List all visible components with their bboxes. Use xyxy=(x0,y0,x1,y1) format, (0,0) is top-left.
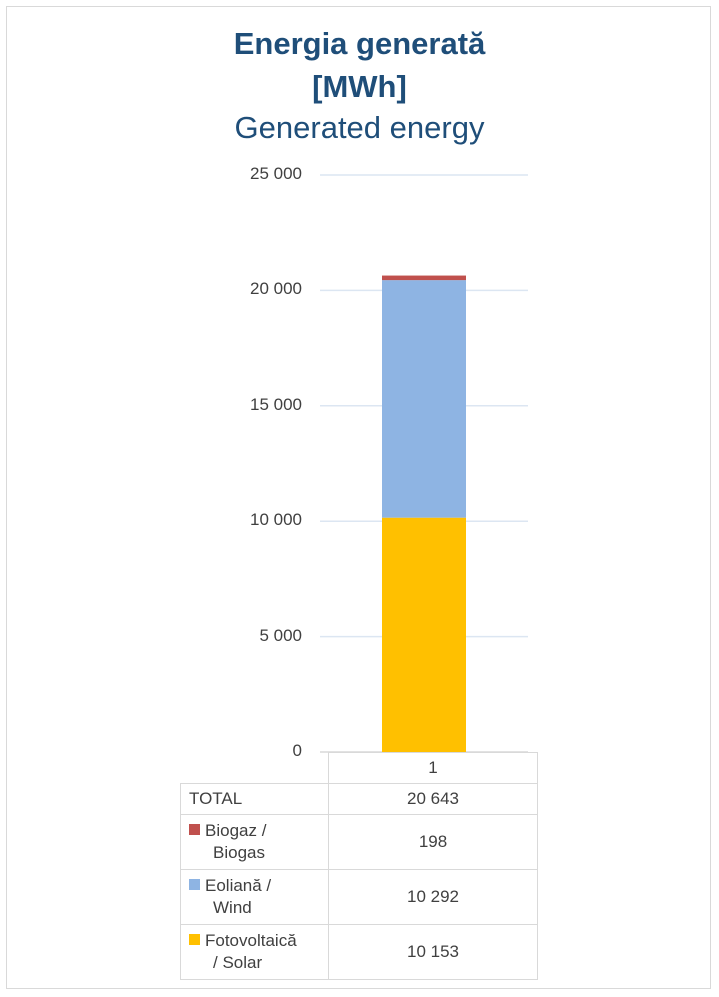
y-tick-label: 0 xyxy=(292,741,302,760)
y-tick-label: 25 000 xyxy=(250,164,302,183)
legend-label-line2: Wind xyxy=(213,898,252,917)
table-value-solar: 10 153 xyxy=(328,924,538,980)
legend-label-line1: Biogaz / xyxy=(205,821,267,840)
legend-swatch-biogas xyxy=(189,824,200,835)
y-tick-label: 5 000 xyxy=(259,625,302,645)
legend-entry-solar: Fotovoltaică / Solar xyxy=(180,924,329,980)
table-row: Eoliană / Wind 10 292 xyxy=(180,869,538,925)
legend-label-line2: Biogas xyxy=(213,843,265,862)
table-corner xyxy=(181,753,329,784)
bar-segment-wind xyxy=(382,280,466,518)
legend-label-line2: / Solar xyxy=(213,953,263,972)
y-tick-label: 15 000 xyxy=(250,394,302,414)
chart-title: Energia generată xyxy=(233,26,486,61)
legend-entry-biogas: Biogaz / Biogas xyxy=(180,814,329,870)
table-header-category: 1 xyxy=(328,752,538,784)
table-row: Biogaz / Biogas 198 xyxy=(180,814,538,870)
legend-label-line1: Eoliană / xyxy=(205,876,272,895)
y-tick-label: 10 000 xyxy=(250,510,302,530)
y-tick-label: 20 000 xyxy=(250,279,302,299)
bar-segment-biogas xyxy=(382,275,466,281)
legend-swatch-wind xyxy=(189,879,200,890)
legend-entry-wind: Eoliană / Wind xyxy=(180,869,329,925)
table-value-wind: 10 292 xyxy=(328,869,538,925)
table-row: Fotovoltaică / Solar 10 153 xyxy=(180,924,538,980)
table-row-total: TOTAL 20 643 xyxy=(180,783,538,815)
data-table: 1 TOTAL 20 643 Biogaz / Biogas 198 Eolia… xyxy=(180,752,538,980)
chart-title-unit: [MWh] xyxy=(312,69,407,104)
table-value-biogas: 198 xyxy=(328,814,538,870)
chart-subtitle: Generated energy xyxy=(234,110,485,145)
table-total-value: 20 643 xyxy=(328,783,538,815)
table-total-label: TOTAL xyxy=(180,783,329,815)
legend-swatch-solar xyxy=(189,934,200,945)
legend-label-line1: Fotovoltaică xyxy=(205,931,297,950)
bar-segment-solar xyxy=(382,517,466,752)
